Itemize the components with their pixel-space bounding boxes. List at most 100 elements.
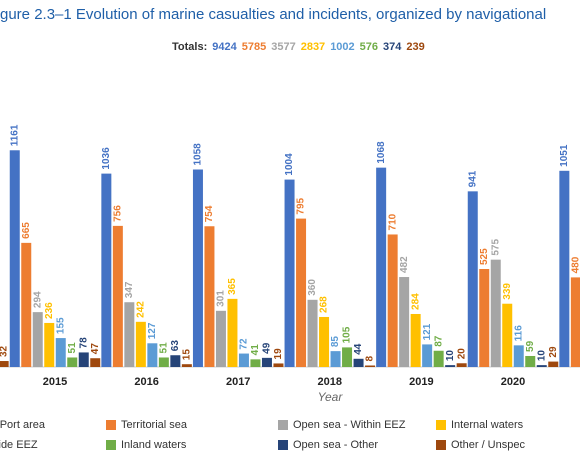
data-label: 1161 <box>9 124 20 146</box>
bar <box>158 357 169 367</box>
bar <box>559 170 570 367</box>
bar <box>536 365 547 367</box>
data-label: 127 <box>147 322 158 339</box>
data-label: 85 <box>330 336 341 348</box>
data-label: 1051 <box>559 144 570 167</box>
legend-label: Open sea - Within EEZ <box>293 419 406 431</box>
bar <box>490 259 501 367</box>
data-label: 242 <box>135 301 146 318</box>
data-label: 365 <box>227 278 238 295</box>
data-label: 87 <box>433 335 444 347</box>
data-label: 29 <box>548 346 559 358</box>
bar <box>387 234 398 367</box>
data-label: 155 <box>55 317 66 334</box>
legend-swatch <box>436 420 446 430</box>
bar <box>170 355 181 367</box>
x-tick-label: 2016 <box>134 376 158 388</box>
bar <box>330 351 341 367</box>
data-label: 10 <box>536 350 547 362</box>
total-value: 1002 <box>330 41 354 53</box>
bar <box>90 358 101 367</box>
data-label: 15 <box>181 349 192 361</box>
bar <box>112 225 123 367</box>
total-value: 2837 <box>301 41 325 53</box>
x-tick-label: 2018 <box>318 376 342 388</box>
legend-label: Open sea - Other <box>293 439 378 451</box>
bar <box>296 218 307 367</box>
bar <box>204 226 215 367</box>
total-value: 5785 <box>242 41 266 53</box>
bar <box>525 355 536 367</box>
data-label: 8 <box>365 356 376 362</box>
bar <box>319 316 330 367</box>
bar <box>0 361 9 367</box>
bar <box>467 191 478 367</box>
data-label: 1004 <box>284 153 295 176</box>
total-value: 239 <box>406 41 424 53</box>
bar <box>456 363 467 367</box>
legend-swatch <box>106 440 116 450</box>
data-label: 301 <box>216 290 227 307</box>
data-label: 47 <box>90 343 101 355</box>
data-label: 59 <box>525 340 536 352</box>
data-label: 1036 <box>101 147 112 170</box>
data-label: 284 <box>410 293 421 310</box>
data-label: 19 <box>273 348 284 360</box>
bar <box>445 365 456 367</box>
data-label: 294 <box>32 291 43 308</box>
legend-label: - Port area <box>0 419 46 431</box>
chart-title: gure 2.3–1 Evolution of marine casualtie… <box>0 6 546 23</box>
bar <box>9 150 20 367</box>
bar <box>147 343 158 367</box>
bar <box>273 363 284 367</box>
data-label: 480 <box>570 256 580 273</box>
bar <box>135 321 146 367</box>
bar <box>353 358 364 367</box>
bar <box>376 167 387 367</box>
x-tick-label: 2020 <box>501 376 525 388</box>
x-axis-label: Year <box>318 390 344 404</box>
legend-swatch <box>278 420 288 430</box>
data-label: 41 <box>250 344 261 356</box>
data-label: 63 <box>170 340 181 352</box>
data-label: 51 <box>67 342 78 354</box>
data-label: 795 <box>296 197 307 214</box>
bar <box>44 322 55 367</box>
data-label: 710 <box>387 213 398 230</box>
bar <box>570 277 580 367</box>
bar <box>548 361 559 367</box>
data-label: 482 <box>399 256 410 273</box>
totals-label: Totals: <box>172 41 207 53</box>
data-label: 347 <box>124 281 135 298</box>
data-label: 1058 <box>193 143 204 166</box>
data-label: 754 <box>204 205 215 222</box>
bar <box>192 169 203 367</box>
data-label: 32 <box>0 345 9 357</box>
data-label: 121 <box>422 323 433 340</box>
bar <box>21 242 32 367</box>
bar <box>410 313 421 367</box>
bar <box>513 345 524 367</box>
legend-label: Territorial sea <box>121 419 188 431</box>
data-label: 268 <box>319 296 330 313</box>
legend-label: Inland waters <box>121 439 187 451</box>
data-label: 78 <box>78 337 89 349</box>
data-label: 665 <box>21 222 32 239</box>
data-label: 525 <box>479 248 490 265</box>
data-label: 49 <box>262 342 273 354</box>
data-label: 10 <box>445 350 456 362</box>
data-label: 72 <box>239 338 250 350</box>
bar <box>422 344 433 367</box>
data-label: 44 <box>353 343 364 355</box>
data-label: 20 <box>456 348 467 360</box>
bar <box>227 298 238 367</box>
bar <box>479 269 490 367</box>
data-label: 339 <box>502 283 513 300</box>
total-value: 576 <box>360 41 378 53</box>
bar <box>250 359 261 367</box>
legend-label: Internal waters <box>451 419 524 431</box>
total-value: 3577 <box>271 41 295 53</box>
legend-swatch <box>436 440 446 450</box>
bar <box>78 352 89 367</box>
total-value: 9424 <box>212 41 237 53</box>
